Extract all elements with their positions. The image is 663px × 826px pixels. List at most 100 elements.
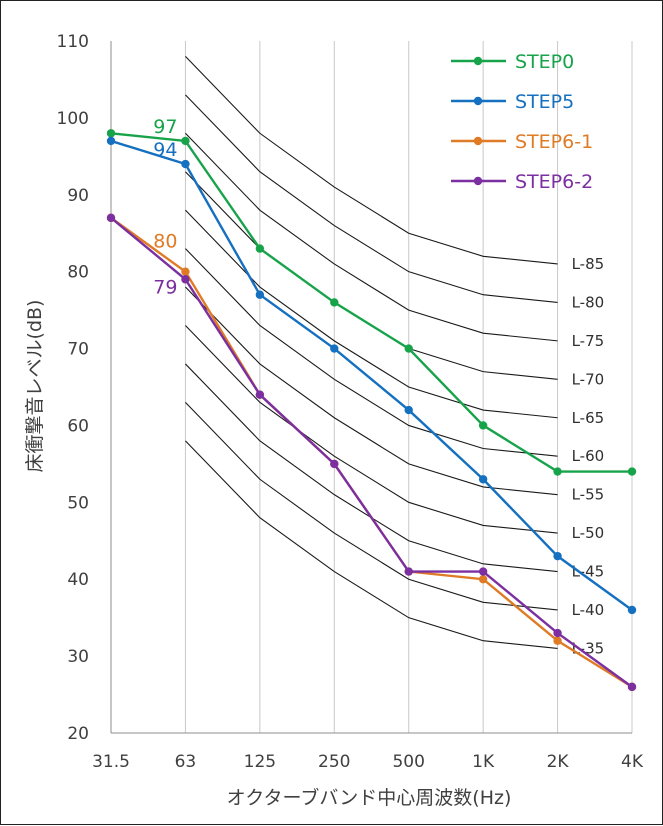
- data-point-step5: [330, 344, 339, 353]
- data-point-step6-1: [181, 267, 190, 276]
- series-line-step6-2: [110, 216, 633, 688]
- legend-swatch-marker: [473, 56, 483, 66]
- reference-curve-l-80: [185, 94, 558, 303]
- reference-label-l-45: L-45: [572, 563, 605, 581]
- reference-curve-l-60: [185, 248, 558, 457]
- y-tick-label: 90: [67, 186, 89, 206]
- x-tick-label: 125: [244, 752, 276, 772]
- legend-swatch-marker: [473, 136, 483, 146]
- reference-curves: L-85 L-80 L-75 L-70 L-65 L-60 L-55 L-50 L-45 L-40…: [185, 55, 605, 657]
- y-tick-label: 80: [67, 263, 89, 283]
- reference-label-l-70: L-70: [572, 370, 605, 388]
- x-tick-label: 4K: [621, 752, 644, 772]
- data-point-step6-2: [330, 459, 339, 469]
- legend-swatch-marker: [473, 96, 483, 106]
- data-label-step6-2: 79: [153, 276, 177, 298]
- data-point-step6-2: [627, 682, 637, 692]
- data-point-step6-1: [478, 575, 488, 584]
- reference-label-l-85: L-85: [572, 255, 605, 273]
- data-point-step0: [404, 344, 413, 353]
- y-tick-label: 70: [67, 340, 89, 360]
- reference-label-l-55: L-55: [572, 486, 605, 504]
- data-point-step6-2: [553, 628, 562, 638]
- data-point-step0: [478, 421, 488, 430]
- data-point-step5: [553, 551, 562, 561]
- data-point-step0: [553, 467, 562, 476]
- y-tick-label: 30: [67, 647, 89, 667]
- series-step6-1: [106, 213, 637, 692]
- data-point-step6-2: [255, 390, 265, 399]
- legend-item-step6-1[interactable]: STEP6-1: [451, 131, 593, 153]
- data-point-step6-1: [553, 636, 562, 645]
- reference-label-l-35: L-35: [572, 639, 605, 657]
- data-label-step0: 97: [153, 116, 177, 138]
- y-tick-label: 110: [57, 32, 89, 52]
- data-point-step5: [255, 290, 265, 299]
- x-tick-label: 500: [392, 752, 424, 772]
- data-point-step0: [106, 129, 116, 138]
- legend-label: STEP5: [515, 91, 574, 113]
- y-tick-label: 50: [67, 493, 89, 513]
- series-step5: [106, 136, 637, 615]
- series-step0: [106, 129, 637, 476]
- reference-curve-l-70: [185, 171, 558, 380]
- reference-curve-l-35: [185, 440, 558, 649]
- data-label-step5: 94: [153, 139, 177, 161]
- x-axis-title: オクターブバンド中心周波数(Hz): [227, 786, 512, 809]
- data-point-step5: [478, 475, 488, 484]
- data-point-step5: [181, 159, 190, 169]
- series-line-step6-1: [110, 216, 633, 688]
- reference-curve-l-75: [185, 132, 558, 342]
- data-series: [106, 129, 637, 692]
- x-tick-label: 1K: [472, 752, 495, 772]
- legend[interactable]: STEP0 STEP5 STEP6-1 STEP6-2: [451, 51, 593, 193]
- legend-item-step0[interactable]: STEP0: [451, 51, 574, 73]
- reference-curve-l-85: [185, 55, 558, 265]
- reference-label-l-40: L-40: [572, 601, 605, 619]
- legend-label: STEP6-2: [515, 171, 593, 193]
- data-point-step0: [330, 298, 339, 307]
- data-point-step6-2: [106, 213, 116, 223]
- data-point-step5: [404, 405, 413, 415]
- data-point-step6-2: [404, 567, 413, 576]
- x-tick-label: 250: [318, 752, 350, 772]
- reference-label-l-65: L-65: [572, 409, 605, 427]
- y-tick-label: 20: [67, 724, 89, 744]
- series-line-step0: [110, 132, 632, 473]
- reference-label-l-50: L-50: [572, 524, 605, 542]
- y-tick-label: 100: [57, 109, 89, 129]
- legend-item-step5[interactable]: STEP5: [451, 91, 574, 113]
- reference-curve-l-65: [185, 209, 558, 419]
- data-point-step5: [627, 605, 637, 615]
- legend-swatch-marker: [473, 176, 483, 186]
- reference-curve-l-40: [185, 401, 558, 611]
- reference-curve-l-45: [185, 363, 558, 573]
- y-axis-title: 床衝撃音レベル(dB): [24, 300, 46, 473]
- data-point-step6-2: [478, 567, 488, 576]
- axes: オクターブバンド中心周波数(Hz) 床衝撃音レベル(dB) 20 30 40 50 60…: [24, 32, 644, 809]
- reference-curve-l-50: [185, 325, 558, 534]
- reference-label-l-75: L-75: [572, 332, 605, 350]
- legend-label: STEP6-1: [515, 131, 593, 153]
- series-line-step5: [110, 139, 633, 611]
- data-point-step5: [106, 136, 116, 146]
- series-step6-2: [106, 213, 637, 692]
- x-tick-label: 63: [175, 752, 197, 772]
- x-tick-label: 31.5: [92, 752, 130, 772]
- reference-label-l-60: L-60: [572, 447, 605, 465]
- data-point-step0: [181, 136, 190, 146]
- data-point-step6-2: [181, 275, 190, 284]
- data-point-step0: [255, 244, 265, 253]
- data-label-step6-1: 80: [153, 231, 177, 253]
- x-tick-label: 2K: [547, 752, 570, 772]
- data-point-step0: [627, 467, 637, 476]
- reference-label-l-80: L-80: [572, 293, 605, 311]
- reference-curve-l-55: [185, 286, 558, 496]
- y-tick-label: 40: [67, 570, 89, 590]
- legend-label: STEP0: [515, 51, 574, 73]
- legend-item-step6-2[interactable]: STEP6-2: [451, 171, 593, 193]
- y-tick-label: 60: [67, 416, 89, 436]
